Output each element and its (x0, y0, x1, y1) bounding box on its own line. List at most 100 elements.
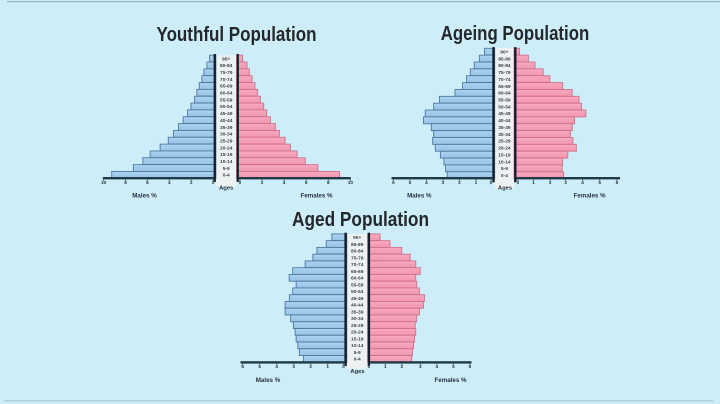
svg-text:5-9: 5-9 (501, 166, 508, 172)
svg-text:2: 2 (458, 180, 461, 185)
svg-text:6: 6 (146, 180, 149, 185)
svg-text:60-64: 60-64 (220, 91, 233, 97)
svg-text:Females %: Females % (435, 377, 467, 384)
svg-text:10: 10 (348, 180, 354, 185)
svg-text:75-79: 75-79 (351, 255, 364, 261)
svg-text:1: 1 (384, 364, 387, 369)
svg-text:90+: 90+ (500, 49, 508, 55)
svg-text:4: 4 (581, 180, 584, 185)
svg-text:5: 5 (598, 180, 601, 185)
svg-text:45-49: 45-49 (220, 111, 233, 117)
svg-text:75-79: 75-79 (220, 70, 233, 76)
svg-text:Ageing Population: Ageing Population (441, 22, 590, 45)
svg-text:10: 10 (101, 180, 107, 185)
svg-text:10-14: 10-14 (498, 159, 511, 165)
svg-text:Ages: Ages (219, 185, 233, 191)
svg-text:40-44: 40-44 (351, 303, 364, 309)
svg-text:1: 1 (532, 180, 535, 185)
svg-text:4: 4 (275, 364, 278, 369)
svg-text:8: 8 (327, 180, 330, 185)
svg-text:1: 1 (326, 364, 329, 369)
svg-text:30-34: 30-34 (498, 132, 511, 138)
svg-text:25-29: 25-29 (220, 138, 233, 144)
svg-text:4: 4 (425, 180, 428, 185)
svg-text:2: 2 (400, 364, 403, 369)
svg-text:70-74: 70-74 (498, 77, 511, 83)
svg-text:6: 6 (469, 364, 472, 369)
svg-text:75-79: 75-79 (498, 70, 511, 76)
svg-text:3: 3 (292, 364, 295, 369)
svg-text:35-39: 35-39 (498, 125, 511, 131)
svg-text:90+: 90+ (353, 235, 361, 241)
svg-text:20-24: 20-24 (351, 330, 364, 336)
svg-text:40-44: 40-44 (220, 118, 233, 124)
svg-text:20-24: 20-24 (498, 146, 511, 152)
svg-text:5-9: 5-9 (354, 350, 361, 356)
svg-text:20-24: 20-24 (220, 145, 233, 151)
svg-text:45-49: 45-49 (498, 111, 511, 117)
svg-text:Females %: Females % (301, 192, 333, 199)
svg-text:1: 1 (475, 180, 478, 185)
svg-text:85+: 85+ (222, 56, 230, 62)
svg-text:25-29: 25-29 (351, 323, 364, 329)
svg-text:45-49: 45-49 (351, 296, 364, 302)
svg-text:Males %: Males % (132, 192, 157, 199)
svg-text:0-4: 0-4 (223, 173, 230, 179)
svg-text:5: 5 (258, 364, 261, 369)
svg-text:2: 2 (190, 180, 193, 185)
svg-text:2: 2 (309, 364, 312, 369)
svg-text:25-29: 25-29 (498, 139, 511, 145)
svg-text:50-54: 50-54 (498, 104, 511, 110)
svg-text:5: 5 (452, 364, 455, 369)
svg-text:55-59: 55-59 (220, 97, 233, 103)
svg-text:0: 0 (490, 180, 493, 185)
svg-text:Youthful Population: Youthful Population (157, 23, 317, 46)
svg-text:Females %: Females % (574, 193, 606, 200)
svg-text:15-19: 15-19 (351, 336, 364, 342)
svg-text:30-34: 30-34 (220, 132, 233, 138)
svg-text:6: 6 (616, 180, 619, 185)
svg-text:65-69: 65-69 (351, 269, 364, 275)
svg-text:55-59: 55-59 (498, 98, 511, 104)
svg-text:2: 2 (549, 180, 552, 185)
svg-text:0: 0 (342, 364, 345, 369)
svg-text:Ages: Ages (350, 369, 364, 375)
svg-text:50-54: 50-54 (351, 289, 364, 295)
svg-text:5: 5 (409, 180, 412, 185)
svg-text:80-84: 80-84 (351, 249, 364, 255)
svg-text:70-74: 70-74 (351, 262, 364, 268)
svg-text:60-64: 60-64 (351, 276, 364, 282)
svg-text:5-9: 5-9 (223, 166, 230, 172)
svg-text:80-84: 80-84 (220, 63, 233, 69)
svg-text:60-64: 60-64 (498, 91, 511, 97)
svg-text:40-44: 40-44 (498, 118, 511, 124)
svg-text:10-14: 10-14 (351, 343, 364, 349)
svg-text:Males %: Males % (407, 193, 432, 200)
svg-text:30-34: 30-34 (351, 316, 364, 322)
svg-text:10-14: 10-14 (220, 159, 233, 165)
svg-text:Ages: Ages (498, 185, 512, 191)
svg-text:35-39: 35-39 (351, 309, 364, 315)
svg-text:3: 3 (419, 364, 422, 369)
svg-text:15-19: 15-19 (498, 152, 511, 158)
svg-text:70-74: 70-74 (220, 77, 233, 83)
svg-text:0: 0 (239, 180, 242, 185)
svg-text:2: 2 (261, 180, 264, 185)
svg-text:0: 0 (212, 180, 215, 185)
svg-text:Aged Population: Aged Population (292, 208, 429, 231)
svg-text:3: 3 (564, 180, 567, 185)
svg-text:35-39: 35-39 (220, 125, 233, 131)
svg-text:55-59: 55-59 (351, 282, 364, 288)
svg-text:8: 8 (124, 180, 127, 185)
svg-text:Males %: Males % (256, 377, 281, 384)
svg-text:85-89: 85-89 (351, 242, 364, 248)
svg-text:15-19: 15-19 (220, 152, 233, 158)
svg-text:85-89: 85-89 (498, 56, 511, 62)
svg-text:0-4: 0-4 (354, 357, 361, 363)
svg-text:65-69: 65-69 (498, 84, 511, 90)
svg-text:4: 4 (435, 364, 438, 369)
svg-text:80-84: 80-84 (498, 63, 511, 69)
svg-text:6: 6 (392, 180, 395, 185)
svg-text:6: 6 (241, 364, 244, 369)
svg-text:4: 4 (283, 180, 286, 185)
